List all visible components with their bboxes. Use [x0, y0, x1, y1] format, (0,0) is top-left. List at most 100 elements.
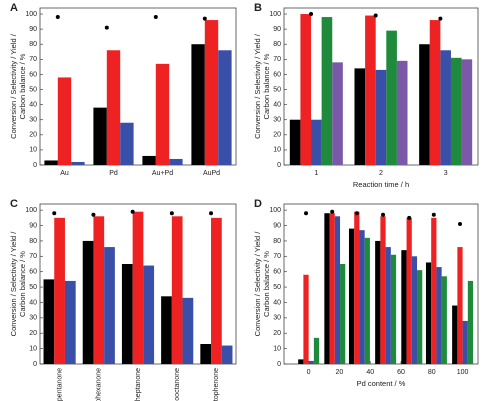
bar [298, 359, 304, 364]
x-tick-label: Cyclopentanone [56, 368, 63, 401]
y-tick-label: 30 [273, 315, 281, 322]
bar [354, 68, 366, 165]
x-tick-label: 60 [397, 369, 405, 376]
panel-label: C [10, 198, 18, 210]
carbon-balance-dot [457, 222, 462, 226]
y-tick-label: 70 [273, 56, 281, 63]
bar [365, 15, 376, 165]
y-tick-label: 0 [277, 361, 281, 368]
y-axis-title: Conversion / Selectivity / Yield / [253, 231, 262, 337]
carbon-balance-dot [91, 212, 96, 217]
x-tick-label: Au [60, 170, 69, 177]
bar [64, 280, 76, 364]
x-axis-title: Reaction time / h [353, 180, 409, 189]
x-tick-label: 20 [336, 369, 344, 376]
bar [425, 262, 432, 364]
bar [354, 211, 360, 364]
bar [82, 240, 94, 364]
y-tick-label: 60 [29, 269, 37, 276]
bar [57, 77, 72, 165]
bar [121, 264, 133, 364]
y-tick-label: 20 [273, 132, 281, 139]
y-tick-label: 40 [29, 101, 37, 108]
bar [386, 30, 397, 166]
y-axis-title: Carbon balance / % [262, 251, 271, 317]
bar [143, 265, 155, 364]
y-axis-title: Carbon balance / % [262, 53, 271, 119]
x-tick-label: 40 [366, 369, 374, 376]
bar [71, 161, 85, 165]
bar [191, 44, 205, 165]
bar [211, 217, 222, 364]
y-tick-label: 20 [273, 330, 281, 337]
carbon-balance-dot [130, 209, 135, 214]
bar [401, 250, 407, 364]
y-tick-label: 0 [33, 162, 37, 169]
bar [457, 247, 463, 364]
x-tick-label: 80 [428, 369, 436, 376]
y-tick-label: 0 [277, 162, 281, 169]
carbon-balance-dot [373, 13, 378, 18]
carbon-balance-dot [104, 25, 109, 30]
x-tick-label: Cyclooctanone [174, 368, 181, 401]
y-tick-label: 30 [29, 315, 37, 322]
y-tick-label: 100 [269, 207, 281, 214]
plot-frame [39, 7, 237, 166]
bar [450, 57, 462, 165]
x-tick-label: 100 [457, 369, 469, 376]
y-tick-label: 60 [29, 71, 37, 78]
bar [429, 20, 441, 166]
bar [313, 337, 320, 364]
bar [106, 50, 121, 166]
y-tick-label: 50 [273, 86, 281, 93]
bar [332, 62, 343, 165]
bar [142, 155, 156, 165]
panel-label: D [254, 198, 262, 210]
bar [329, 213, 335, 364]
y-tick-label: 10 [273, 147, 281, 154]
y-tick-label: 50 [273, 284, 281, 291]
bar [311, 119, 322, 165]
carbon-balance-dot [52, 211, 57, 216]
y-tick-label: 80 [29, 41, 37, 48]
bar [340, 264, 346, 364]
bar [300, 14, 312, 165]
bar [359, 230, 365, 364]
carbon-balance-dot [55, 15, 60, 20]
panel-label: A [10, 2, 18, 14]
bar [120, 122, 134, 165]
bar [440, 50, 451, 166]
bar [218, 50, 232, 166]
bar [406, 217, 412, 364]
bar [44, 160, 58, 165]
y-tick-label: 90 [29, 222, 37, 229]
y-axis-title: Conversion / Selectivity / Yield / [9, 231, 18, 337]
y-axis-title: Carbon balance / % [18, 251, 27, 317]
bar [132, 211, 144, 364]
bar [364, 237, 370, 364]
bar [171, 216, 183, 364]
y-tick-label: 30 [29, 117, 37, 124]
y-tick-label: 40 [29, 299, 37, 306]
x-tick-label: Pd [109, 170, 118, 177]
y-tick-label: 20 [29, 132, 37, 139]
y-tick-label: 20 [29, 330, 37, 337]
y-tick-label: 30 [273, 117, 281, 124]
bar [436, 267, 442, 364]
x-axis-title: Pd content / % [357, 379, 406, 388]
x-tick-label: Cycloheptanone [135, 368, 142, 401]
y-tick-label: 70 [29, 253, 37, 260]
bar [417, 270, 423, 364]
panel-label: B [254, 2, 262, 14]
bar [169, 158, 183, 165]
bar [419, 44, 430, 165]
y-axis-title: Conversion / Selectivity / Yield / [9, 33, 18, 139]
bar [182, 297, 194, 364]
bar [375, 69, 387, 165]
carbon-balance-dot [438, 16, 443, 21]
bar [452, 305, 458, 364]
bar [204, 20, 219, 166]
bar [324, 213, 330, 364]
y-axis-title: Conversion / Selectivity / Yield / [253, 33, 262, 139]
bar [308, 360, 314, 364]
